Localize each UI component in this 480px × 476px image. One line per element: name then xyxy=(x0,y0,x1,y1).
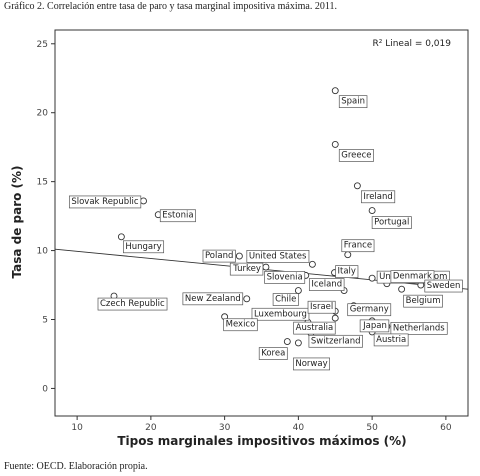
label-poland: Poland xyxy=(205,251,233,261)
label-box-czech-republic xyxy=(97,297,168,311)
point-united-kingdom xyxy=(368,274,376,282)
label-box-slovenia xyxy=(264,271,306,284)
label-united-states: United States xyxy=(249,251,307,261)
x-tick-label: 40 xyxy=(293,423,305,433)
label-mexico: Mexico xyxy=(226,320,256,330)
label-box-united-states xyxy=(246,250,310,263)
point-united-states xyxy=(308,260,316,268)
label-box-sweden xyxy=(424,279,463,293)
label-box-australia xyxy=(293,321,336,335)
label-netherlands: Netherlands xyxy=(393,323,445,333)
label-new-zealand: New Zealand xyxy=(185,294,241,304)
label-box-mexico xyxy=(223,318,258,332)
label-box-austria xyxy=(373,333,409,347)
label-box-germany xyxy=(347,303,392,317)
label-chile: Chile xyxy=(275,295,296,305)
label-belgium: Belgium xyxy=(406,296,441,306)
label-box-switzerland xyxy=(308,334,363,348)
y-axis-title: Tasa de paro (%) xyxy=(10,165,24,278)
label-box-hungary xyxy=(123,240,165,254)
point-australia xyxy=(331,314,339,322)
label-denmark: Denmark xyxy=(393,272,432,282)
label-czech-republic: Czech Republic xyxy=(100,299,165,309)
point-ireland xyxy=(353,182,361,190)
label-ireland: Ireland xyxy=(363,192,392,202)
label-box-poland xyxy=(202,249,236,263)
label-box-norway xyxy=(293,357,330,371)
point-korea xyxy=(283,338,291,346)
point-france xyxy=(344,251,352,259)
label-box-chile xyxy=(272,293,299,306)
r2-label: R² Lineal = 0,019 xyxy=(372,39,451,49)
point-spain xyxy=(331,87,339,95)
x-tick-label: 30 xyxy=(219,423,231,433)
label-box-israel xyxy=(307,300,336,314)
label-australia: Australia xyxy=(296,323,334,333)
x-tick-label: 20 xyxy=(145,423,157,433)
label-box-italy xyxy=(335,265,359,278)
label-greece: Greece xyxy=(341,150,371,160)
y-tick-label: 20 xyxy=(37,109,49,119)
x-tick-label: 50 xyxy=(366,423,378,433)
label-germany: Germany xyxy=(350,305,389,315)
label-box-estonia xyxy=(159,209,196,223)
label-estonia: Estonia xyxy=(162,211,193,221)
label-france: France xyxy=(344,241,372,251)
label-box-ireland xyxy=(361,190,396,204)
point-hungary xyxy=(117,233,125,241)
label-box-japan xyxy=(359,319,390,333)
label-spain: Spain xyxy=(341,97,365,107)
label-slovak-republic: Slovak Republic xyxy=(71,197,138,207)
label-box-netherlands xyxy=(390,322,448,335)
x-tick-label: 60 xyxy=(440,423,452,433)
y-tick-label: 15 xyxy=(37,178,48,188)
x-tick-label: 10 xyxy=(71,423,83,433)
figure-source: Fuente: OECD. Elaboración propia. xyxy=(4,461,148,472)
point-portugal xyxy=(368,207,376,215)
label-box-new-zealand xyxy=(182,292,244,306)
label-box-luxembourg xyxy=(251,307,310,321)
label-slovenia: Slovenia xyxy=(267,272,303,282)
label-box-belgium xyxy=(403,294,443,308)
label-box-portugal xyxy=(371,216,412,229)
point-chile xyxy=(294,287,302,294)
label-luxembourg: Luxembourg xyxy=(254,309,307,319)
label-box-slovak-republic xyxy=(68,195,142,209)
y-tick-label: 25 xyxy=(37,40,48,50)
label-turkey: Turkey xyxy=(232,264,261,274)
y-tick-label: 5 xyxy=(42,316,48,326)
label-box-korea xyxy=(258,347,288,360)
label-israel: Israel xyxy=(310,302,333,312)
label-austria: Austria xyxy=(376,335,406,345)
point-new-zealand xyxy=(243,295,251,303)
label-japan: Japan xyxy=(362,321,387,331)
x-axis-title: Tipos marginales impositivos máximos (%) xyxy=(117,434,406,448)
y-tick-label: 10 xyxy=(37,247,49,257)
label-box-turkey xyxy=(229,262,264,276)
point-slovak-republic xyxy=(140,197,147,205)
label-korea: Korea xyxy=(261,349,285,359)
figure-title: Gráfico 2. Correlación entre tasa de par… xyxy=(4,1,337,12)
label-sweden: Sweden xyxy=(427,281,461,291)
label-switzerland: Switzerland xyxy=(311,336,361,346)
point-greece xyxy=(331,140,339,148)
label-portugal: Portugal xyxy=(374,218,409,228)
label-box-spain xyxy=(338,95,368,109)
point-belgium xyxy=(398,285,406,293)
label-norway: Norway xyxy=(295,359,327,369)
y-tick-label: 0 xyxy=(42,384,48,394)
label-box-france xyxy=(341,239,375,253)
label-box-greece xyxy=(338,149,374,162)
label-box-denmark xyxy=(390,270,435,284)
label-italy: Italy xyxy=(338,267,356,277)
label-iceland: Iceland xyxy=(311,280,342,290)
label-hungary: Hungary xyxy=(125,242,161,252)
point-norway xyxy=(294,339,302,347)
point-poland xyxy=(235,252,243,260)
label-box-iceland xyxy=(308,278,345,291)
point-turkey xyxy=(262,263,270,271)
